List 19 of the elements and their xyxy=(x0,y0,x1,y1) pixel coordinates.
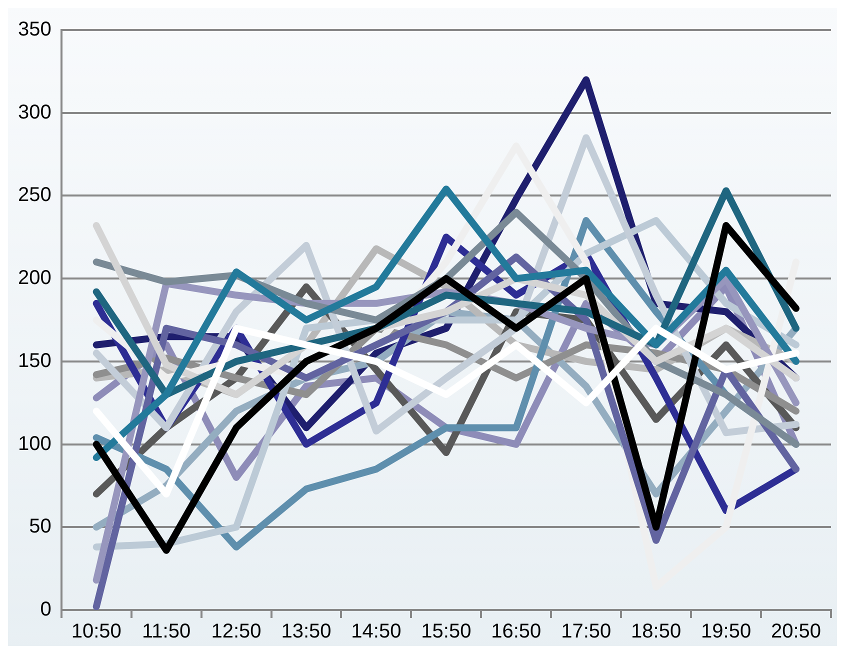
y-tick-label: 50 xyxy=(29,516,52,538)
y-tick-label: 0 xyxy=(40,598,52,621)
x-tick-label: 10:50 xyxy=(71,620,122,643)
x-tick-label: 19:50 xyxy=(701,620,752,643)
x-tick-label: 13:50 xyxy=(281,620,332,643)
y-tick-label: 100 xyxy=(18,432,52,455)
x-tick-label: 14:50 xyxy=(351,620,402,643)
y-tick-label: 250 xyxy=(18,184,52,206)
x-tick-label: 15:50 xyxy=(421,620,472,643)
x-tick-label: 18:50 xyxy=(631,620,682,643)
x-tick-label: 17:50 xyxy=(561,620,612,643)
x-tick-label: 16:50 xyxy=(491,620,542,643)
y-tick-label: 300 xyxy=(18,101,52,124)
y-tick-label: 150 xyxy=(18,350,52,372)
x-tick-label: 12:50 xyxy=(211,620,262,643)
x-tick-label: 11:50 xyxy=(142,620,191,643)
y-tick-label: 350 xyxy=(18,18,52,41)
y-tick-label: 200 xyxy=(18,267,52,290)
x-tick-label: 20:50 xyxy=(770,620,822,643)
